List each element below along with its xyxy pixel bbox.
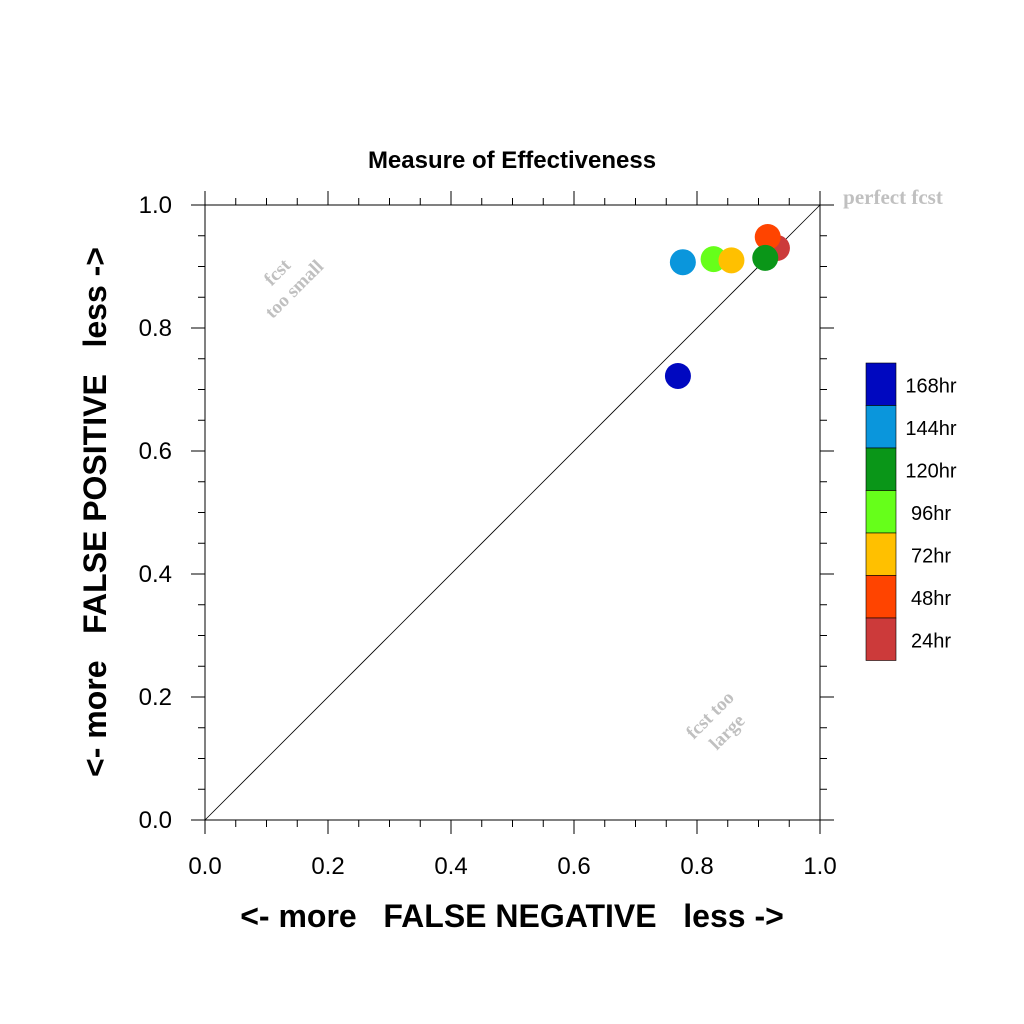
x-tick-label: 0.4	[434, 853, 467, 880]
x-tick-label: 0.2	[311, 853, 344, 880]
legend-swatch-120hr	[865, 447, 897, 491]
y-tick-label: 0.2	[139, 684, 172, 711]
y-tick-label: 1.0	[139, 192, 172, 219]
legend-label-48hr: 48hr	[911, 588, 951, 610]
point-120hr	[752, 244, 779, 271]
legend-swatch-72hr	[865, 532, 897, 576]
y-tick-label: 0.8	[139, 315, 172, 342]
legend-swatch-48hr	[865, 575, 897, 619]
x-tick-label: 0.0	[188, 853, 221, 880]
point-72hr	[718, 247, 745, 274]
perfect-forecast-diagonal	[204, 204, 821, 821]
y-axis-label: <- more FALSE POSITIVE less ->	[77, 247, 113, 777]
legend-swatch-24hr	[865, 617, 897, 661]
legend-swatch-168hr	[865, 362, 897, 406]
x-axis-label: <- more FALSE NEGATIVE less ->	[240, 898, 784, 934]
x-tick-label: 1.0	[803, 853, 836, 880]
x-tick-labels: 0.0 0.2 0.4 0.6 0.8 1.0	[188, 853, 836, 880]
legend-label-168hr: 168hr	[905, 375, 956, 397]
axis-ticks	[191, 191, 834, 834]
point-144hr	[669, 249, 696, 276]
y-tick-labels: 0.0 0.2 0.4 0.6 0.8 1.0	[139, 192, 172, 834]
x-tick-label: 0.8	[680, 853, 713, 880]
chart-title: Measure of Effectiveness	[368, 147, 656, 174]
data-points	[664, 223, 790, 389]
legend-label-72hr: 72hr	[911, 545, 951, 567]
annotation-perfect-fcst: perfect fcst	[843, 185, 943, 209]
y-tick-label: 0.0	[139, 807, 172, 834]
legend-label-96hr: 96hr	[911, 503, 951, 525]
legend: 168hr 144hr 120hr 96hr 72hr 48hr 24hr	[865, 362, 957, 661]
point-48hr	[754, 223, 781, 250]
x-tick-label: 0.6	[557, 853, 590, 880]
legend-label-120hr: 120hr	[905, 460, 956, 482]
y-tick-label: 0.4	[139, 561, 172, 588]
legend-label-144hr: 144hr	[905, 418, 956, 440]
annotation-fcst-too-large: fcst too large	[682, 687, 749, 754]
legend-swatch-144hr	[865, 405, 897, 449]
y-tick-label: 0.6	[139, 438, 172, 465]
annotation-fcst-too-small: fcst too small	[260, 255, 328, 323]
legend-label-24hr: 24hr	[911, 630, 951, 652]
point-168hr	[664, 362, 691, 389]
legend-swatch-96hr	[865, 490, 897, 534]
